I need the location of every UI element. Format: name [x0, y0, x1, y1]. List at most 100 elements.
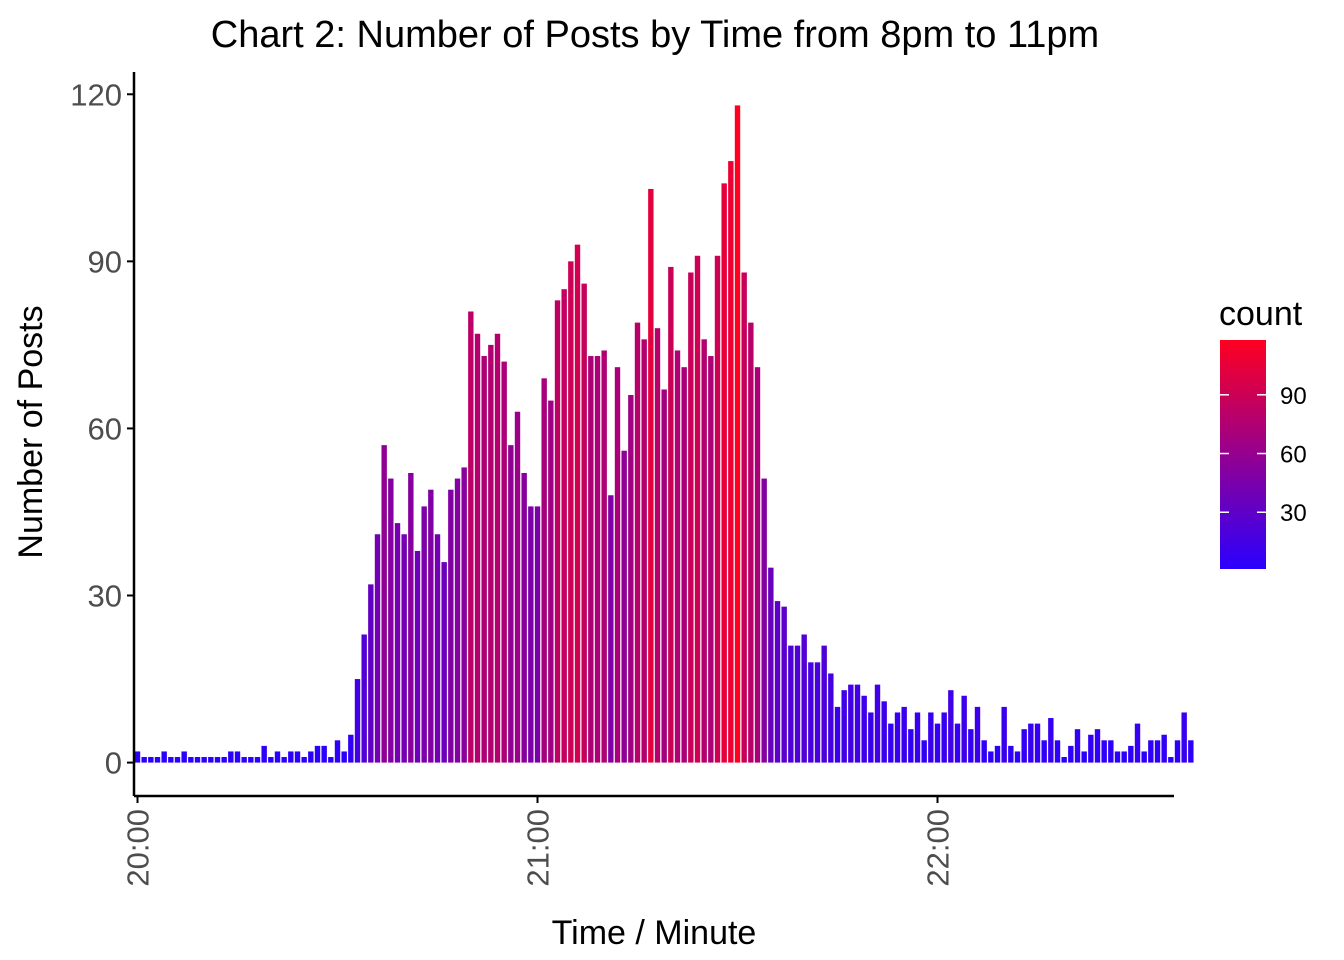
bar: [474, 333, 481, 763]
x-tick-label: 22:00: [921, 809, 956, 887]
bar: [148, 757, 154, 763]
bar: [528, 506, 534, 763]
legend-ticks-group: 30 60 90: [1220, 383, 1307, 527]
bar: [961, 695, 967, 763]
bar: [454, 478, 461, 763]
bar: [754, 367, 761, 763]
bar: [434, 534, 441, 763]
bar: [201, 757, 207, 763]
bar: [428, 489, 434, 763]
bar: [181, 751, 187, 763]
bar: [161, 751, 167, 763]
bar: [1021, 729, 1027, 763]
bar: [761, 478, 767, 763]
bar: [154, 757, 161, 763]
bar: [134, 751, 141, 763]
bar: [901, 706, 907, 763]
bar: [908, 729, 914, 763]
bar: [488, 344, 494, 763]
bar: [141, 757, 147, 763]
bar: [601, 350, 607, 763]
bar: [661, 389, 667, 763]
bar: [361, 634, 367, 763]
bar: [1101, 740, 1107, 763]
bar: [628, 395, 634, 763]
bar: [861, 695, 867, 763]
bar: [874, 684, 881, 763]
bar: [821, 645, 827, 763]
bar: [281, 757, 287, 763]
bar: [394, 523, 401, 763]
bar: [1141, 751, 1147, 763]
bar: [814, 662, 821, 763]
bar: [848, 684, 854, 763]
bar: [608, 495, 614, 763]
bar: [928, 712, 934, 763]
bar: [234, 751, 241, 763]
bar: [588, 356, 594, 763]
bar: [1174, 740, 1181, 763]
bar: [1154, 740, 1161, 763]
bar: [828, 673, 834, 763]
bar: [508, 445, 514, 763]
legend-tick-label: 90: [1280, 383, 1307, 410]
bar: [781, 606, 787, 763]
bar: [308, 751, 314, 763]
y-tick-label: 0: [105, 746, 122, 781]
bar: [468, 311, 474, 763]
bar: [1008, 745, 1014, 763]
bar: [668, 266, 674, 763]
y-tick-label: 90: [88, 244, 122, 279]
bar: [374, 534, 381, 763]
bar: [168, 757, 174, 763]
bar: [1088, 734, 1094, 763]
y-tick-label: 120: [70, 77, 122, 112]
bar: [301, 757, 307, 763]
bar: [214, 757, 221, 763]
bar: [654, 328, 661, 763]
bar: [748, 322, 754, 763]
bar: [554, 300, 561, 763]
bar: [648, 188, 654, 763]
bar: [701, 339, 707, 763]
bar: [408, 472, 414, 763]
bar: [1128, 745, 1134, 763]
bar: [621, 450, 627, 763]
bar: [1061, 757, 1067, 763]
bar: [194, 757, 201, 763]
bar: [328, 757, 334, 763]
legend-title: count: [1219, 295, 1303, 333]
bar: [581, 283, 587, 763]
y-tick-label: 30: [88, 579, 122, 614]
legend: count 30 60 90: [1219, 295, 1307, 569]
bar: [921, 740, 927, 763]
bar: [674, 350, 681, 763]
bar: [1081, 751, 1087, 763]
bar: [1181, 712, 1187, 763]
bar: [721, 183, 727, 763]
bar: [254, 757, 261, 763]
bar: [1094, 729, 1101, 763]
bar: [894, 712, 901, 763]
bar: [348, 734, 354, 763]
bar: [414, 550, 421, 763]
bar: [1028, 723, 1034, 763]
bar: [448, 489, 454, 763]
bar: [594, 356, 601, 763]
bar: [341, 751, 347, 763]
bar: [954, 723, 961, 763]
bar: [1001, 706, 1007, 763]
bar: [568, 261, 574, 763]
bar: [1048, 718, 1054, 763]
bar: [881, 701, 887, 763]
bar: [334, 740, 341, 763]
bar: [681, 367, 687, 763]
x-ticks-group: 20:00 21:00 22:00: [121, 796, 956, 887]
y-axis-title: Number of Posts: [12, 305, 50, 558]
chart-title: Chart 2: Number of Posts by Time from 8p…: [211, 14, 1099, 56]
bar: [841, 690, 847, 763]
bar: [1014, 751, 1021, 763]
bar: [774, 601, 781, 763]
bar: [188, 757, 194, 763]
